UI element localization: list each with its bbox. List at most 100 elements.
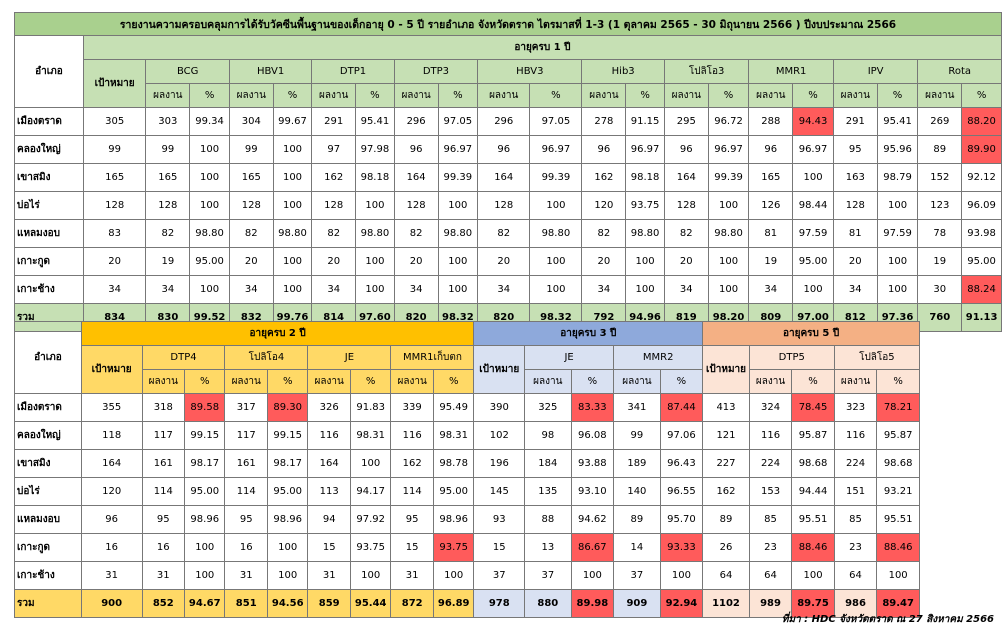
percent-header: % (659, 369, 704, 394)
percent-value: 100 (792, 275, 834, 304)
result-value: 34 (311, 275, 357, 304)
result-header: ผลงาน (832, 83, 878, 108)
percent-value: 100 (355, 275, 395, 304)
result-value: 989 (748, 589, 793, 618)
result-value: 224 (748, 449, 793, 478)
result-value: 152 (917, 163, 963, 192)
result-value: 116 (748, 421, 793, 450)
result-value: 128 (663, 191, 709, 220)
district-header: อำเภอ (14, 35, 84, 108)
percent-value: 98.80 (707, 219, 750, 248)
table-row: เขาสมิง 164 161 98.17 161 98.17 164 100 162 98.78… (14, 449, 920, 478)
result-value: 34 (832, 275, 878, 304)
result-value: 23 (833, 533, 878, 562)
result-value: 339 (390, 393, 434, 422)
age5-header: อายุครบ 5 ปี (702, 321, 920, 346)
percent-header: % (184, 369, 226, 394)
target-value-age2: 118 (80, 421, 143, 450)
table-row: เกาะช้าง 34 34 100 34 100 34 100 34 100 34 100 34 100… (14, 275, 1002, 304)
result-value: 117 (224, 421, 268, 450)
result-value: 126 (748, 191, 794, 220)
result-value: 128 (393, 191, 439, 220)
district-name: บ่อไร่ (14, 191, 84, 220)
percent-header: % (707, 83, 750, 108)
result-value: 88 (524, 505, 572, 534)
result-value: 16 (224, 533, 268, 562)
result-value: 95 (141, 505, 186, 534)
percent-value: 98.80 (272, 219, 313, 248)
percent-value: 89.75 (791, 589, 835, 618)
percent-value: 83.33 (570, 393, 615, 422)
result-value: 224 (833, 449, 878, 478)
result-value: 117 (141, 421, 186, 450)
result-value: 151 (833, 477, 878, 506)
result-value: 15 (390, 533, 434, 562)
result-value: 31 (390, 561, 434, 590)
percent-value: 95.00 (792, 247, 834, 276)
target-value-age2: 900 (80, 589, 143, 618)
percent-value: 97.05 (437, 107, 479, 136)
vaccine-header: MMR1เก็บตก (390, 345, 475, 370)
result-value: 99 (613, 421, 661, 450)
percent-value: 89.58 (184, 393, 226, 422)
result-value: 326 (307, 393, 351, 422)
target-value-age5: 64 (702, 561, 750, 590)
result-value: 82 (228, 219, 274, 248)
result-value: 291 (311, 107, 357, 136)
district-name: เมืองตราด (14, 393, 82, 422)
result-value: 98 (524, 421, 572, 450)
percent-value: 96.97 (707, 135, 750, 164)
table-row: แหลมงอบ 83 82 98.80 82 98.80 82 98.80 82 98.80 82 9… (14, 219, 1002, 248)
percent-value: 94.67 (184, 589, 226, 618)
result-value: 82 (393, 219, 439, 248)
percent-value: 86.67 (570, 533, 615, 562)
result-value: 34 (748, 275, 794, 304)
result-value: 19 (748, 247, 794, 276)
district-name: เกาะกูด (14, 533, 82, 562)
percent-value: 100 (355, 247, 395, 276)
percent-value: 88.24 (961, 275, 1002, 304)
percent-value: 96.08 (570, 421, 615, 450)
percent-value: 100 (876, 275, 919, 304)
result-header: ผลงาน (663, 83, 709, 108)
result-value: 184 (524, 449, 572, 478)
percent-value: 100 (876, 247, 919, 276)
percent-value: 100 (272, 275, 313, 304)
result-value: 34 (393, 275, 439, 304)
result-value: 128 (311, 191, 357, 220)
percent-value: 96.72 (707, 107, 750, 136)
percent-value: 98.96 (184, 505, 226, 534)
result-value: 34 (145, 275, 191, 304)
percent-value: 100 (529, 247, 583, 276)
percent-value: 97.05 (529, 107, 583, 136)
target-value-age3: 390 (473, 393, 526, 422)
result-value: 128 (228, 191, 274, 220)
percent-value: 100 (266, 533, 309, 562)
percent-value: 98.18 (355, 163, 395, 192)
percent-header: % (189, 83, 230, 108)
percent-value: 100 (432, 561, 475, 590)
result-value: 161 (224, 449, 268, 478)
percent-value: 100 (184, 561, 226, 590)
percent-value: 88.20 (961, 107, 1002, 136)
percent-value: 95.87 (791, 421, 835, 450)
percent-header: % (266, 369, 309, 394)
percent-value: 98.18 (625, 163, 665, 192)
percent-value: 95.51 (876, 505, 920, 534)
vaccine-header: HBV3 (477, 59, 583, 84)
percent-value: 100 (355, 191, 395, 220)
target-value-age3: 145 (473, 477, 526, 506)
percent-value: 95.00 (184, 477, 226, 506)
percent-value: 100 (184, 533, 226, 562)
result-header: ผลงาน (917, 83, 963, 108)
percent-value: 89.47 (876, 589, 920, 618)
percent-value: 95.44 (349, 589, 392, 618)
coverage-table-age1: รายงานความครอบคลุมการได้รับวัคซีนพื้นฐาน… (14, 12, 1003, 332)
result-header: ผลงาน (311, 83, 357, 108)
result-value: 852 (141, 589, 186, 618)
percent-value: 100 (659, 561, 704, 590)
percent-value: 95.00 (961, 247, 1002, 276)
district-name: แหลมงอบ (14, 219, 84, 248)
percent-value: 100 (349, 561, 392, 590)
result-header: ผลงาน (141, 369, 186, 394)
